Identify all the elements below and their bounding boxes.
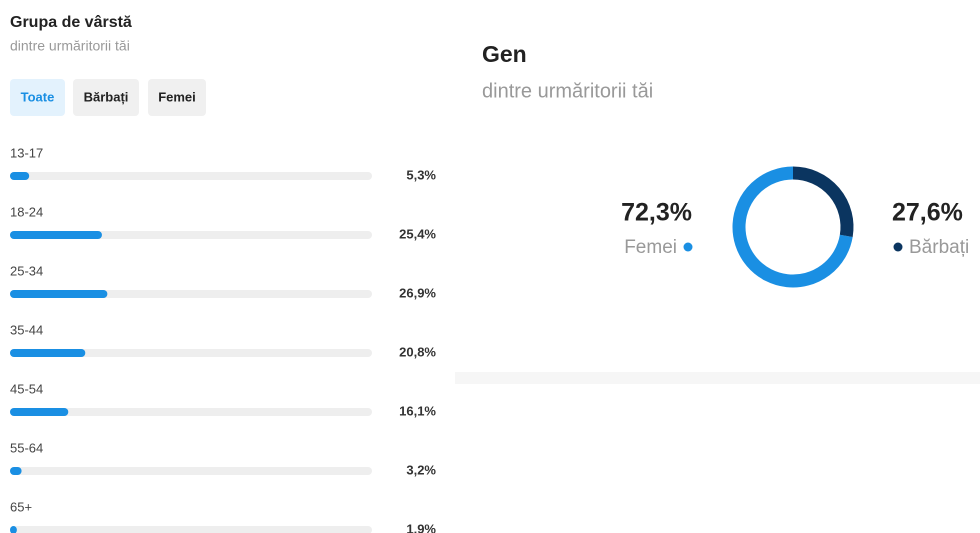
section-subtitle: dintre urmăritorii tăi — [482, 80, 653, 102]
section-title: Grupa de vârstă — [10, 14, 132, 31]
donut-segment — [732, 166, 853, 288]
bar — [10, 526, 17, 533]
bar-track — [10, 349, 372, 357]
bar — [10, 467, 22, 475]
divider — [455, 372, 980, 384]
value-label: 26,9% — [399, 285, 436, 300]
category-label: 13-17 — [10, 145, 43, 160]
bar-track — [10, 526, 372, 533]
tab[interactable] — [148, 79, 206, 116]
value-label: 1,9% — [406, 521, 436, 533]
legend-label: Bărbați — [909, 237, 969, 258]
bar-track — [10, 408, 372, 416]
legend-dot — [683, 242, 693, 252]
category-label: 55-64 — [10, 440, 43, 455]
value-label: 72,3% — [621, 199, 692, 227]
value-label: 20,8% — [399, 344, 436, 359]
value-label: 5,3% — [406, 167, 436, 182]
value-label: 3,2% — [406, 462, 436, 477]
category-label: 45-54 — [10, 381, 43, 396]
tab-label[interactable]: Femei — [158, 89, 196, 104]
tab[interactable] — [10, 79, 65, 116]
value-label: 25,4% — [399, 226, 436, 241]
value-label: 16,1% — [399, 403, 436, 418]
bar-track — [10, 467, 372, 475]
category-label: 65+ — [10, 499, 32, 514]
bar — [10, 231, 102, 239]
legend-dot — [893, 242, 903, 252]
bar-track — [10, 172, 372, 180]
section-title: Gen — [482, 41, 527, 67]
tab[interactable] — [73, 79, 139, 116]
tab-label[interactable]: Toate — [21, 89, 55, 104]
bar — [10, 290, 108, 298]
donut-segment — [792, 166, 854, 237]
bar — [10, 172, 30, 180]
bar — [10, 349, 86, 357]
legend-label: Femei — [624, 237, 677, 258]
category-label: 18-24 — [10, 204, 43, 219]
bar — [10, 408, 69, 416]
tab-label[interactable]: Bărbați — [84, 89, 129, 104]
section-subtitle: dintre urmăritorii tăi — [10, 38, 130, 54]
value-label: 27,6% — [892, 199, 963, 227]
category-label: 25-34 — [10, 263, 43, 278]
category-label: 35-44 — [10, 322, 43, 337]
